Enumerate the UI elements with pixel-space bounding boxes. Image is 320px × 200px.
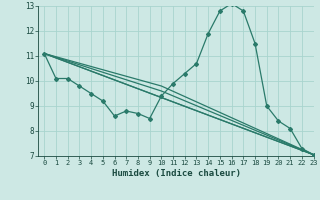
X-axis label: Humidex (Indice chaleur): Humidex (Indice chaleur) [111, 169, 241, 178]
